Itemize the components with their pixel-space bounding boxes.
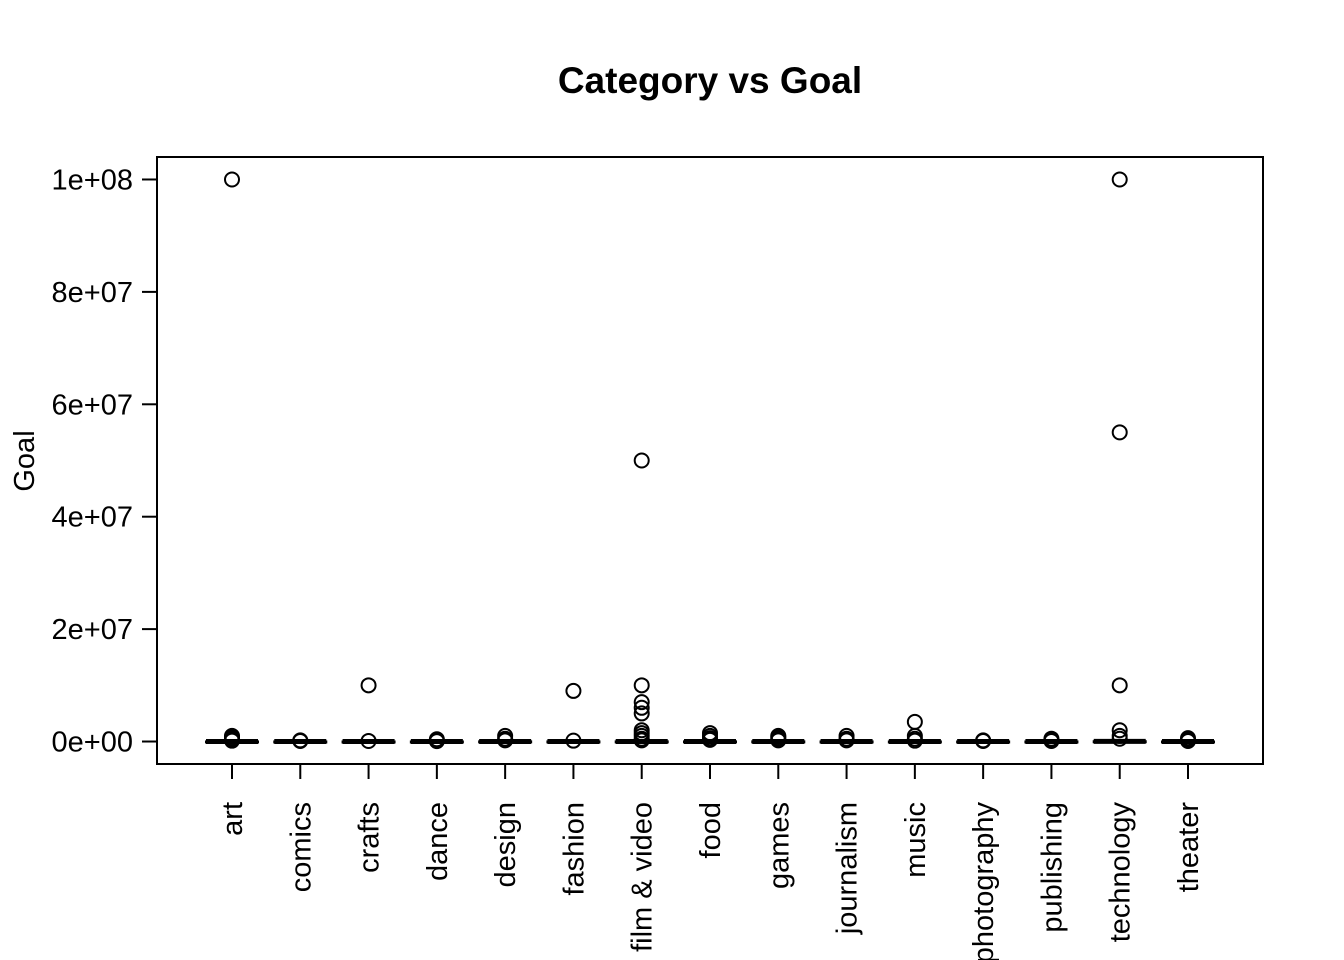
- y-tick-label: 6e+07: [52, 389, 133, 421]
- x-tick-label: food: [695, 802, 727, 858]
- outlier-point: [633, 699, 650, 716]
- x-tick-label: fashion: [558, 802, 590, 896]
- box-music: [887, 713, 942, 749]
- outlier-point: [565, 732, 582, 749]
- x-tick-label: theater: [1173, 802, 1205, 893]
- box-film-video: [614, 452, 669, 749]
- outlier-point: [975, 732, 992, 749]
- box-publishing: [1024, 730, 1079, 749]
- outlier-point: [1111, 677, 1128, 694]
- outlier-point: [1111, 722, 1128, 739]
- x-tick-label: art: [217, 802, 249, 836]
- box-journalism: [819, 727, 874, 749]
- box-crafts: [341, 677, 396, 749]
- outlier-point: [224, 732, 240, 749]
- outlier-point: [633, 694, 650, 711]
- outlier-point: [1111, 730, 1128, 747]
- outlier-point: [1180, 732, 1196, 749]
- x-tick-label: comics: [285, 802, 317, 892]
- box-comics: [273, 732, 328, 749]
- chart-title: Category vs Goal: [558, 60, 862, 101]
- outlier-point: [702, 731, 718, 748]
- y-axis-label: Goal: [9, 430, 41, 491]
- x-tick-label: film & video: [627, 802, 659, 952]
- outlier-point: [565, 682, 582, 699]
- box-games: [751, 727, 806, 749]
- outlier-point: [1111, 424, 1128, 441]
- x-tick-label: dance: [422, 802, 454, 881]
- outlier-point: [838, 732, 855, 749]
- box-technology: [1092, 171, 1147, 747]
- outlier-point: [1043, 732, 1060, 749]
- box-theater: [1161, 730, 1215, 749]
- x-tick-label: design: [490, 802, 522, 887]
- x-tick-label: crafts: [354, 802, 386, 873]
- outlier-point: [633, 452, 650, 469]
- box-fashion: [546, 682, 601, 749]
- x-tick-label: music: [900, 802, 932, 878]
- outlier-point: [633, 705, 650, 722]
- box-art: [205, 171, 259, 749]
- boxes: [205, 171, 1215, 750]
- outlier-point: [633, 732, 650, 749]
- outlier-point: [1111, 171, 1128, 188]
- x-tick-label: publishing: [1036, 802, 1068, 933]
- y-tick-label: 4e+07: [52, 502, 133, 534]
- outlier-point: [906, 732, 923, 749]
- outlier-point: [360, 732, 377, 749]
- x-tick-label: games: [763, 802, 795, 889]
- box-food: [683, 725, 737, 748]
- box-dance: [409, 731, 464, 750]
- x-axis: art comics crafts dance design fashion film & …: [217, 764, 1205, 960]
- outlier-point: [428, 733, 445, 750]
- box-photography: [956, 732, 1011, 749]
- x-tick-label: photography: [968, 802, 1000, 960]
- y-axis: 0e+00 2e+07 4e+07 6e+07 8e+07 1e+08: [52, 164, 157, 759]
- x-tick-label: journalism: [832, 802, 864, 935]
- y-tick-label: 8e+07: [52, 277, 133, 309]
- outlier-point: [224, 171, 240, 188]
- outlier-point: [360, 677, 377, 694]
- box-design: [478, 727, 533, 749]
- plot-frame: [156, 156, 1264, 765]
- x-tick-label: technology: [1105, 802, 1137, 943]
- y-tick-label: 1e+08: [52, 164, 133, 196]
- outlier-point: [770, 732, 787, 749]
- outlier-point: [633, 677, 650, 694]
- outlier-point: [497, 732, 514, 749]
- outlier-point: [906, 713, 923, 730]
- y-tick-label: 0e+00: [52, 727, 133, 759]
- y-tick-label: 2e+07: [52, 614, 133, 646]
- outlier-point: [292, 732, 309, 749]
